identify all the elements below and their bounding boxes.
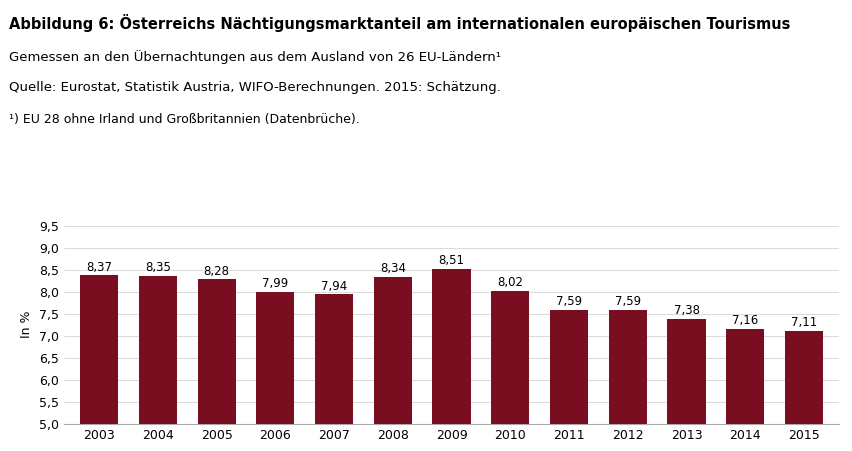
- Text: 8,35: 8,35: [145, 262, 170, 275]
- Text: 8,37: 8,37: [86, 261, 112, 274]
- Text: Quelle: Eurostat, Statistik Austria, WIFO-Berechnungen. 2015: Schätzung.: Quelle: Eurostat, Statistik Austria, WIF…: [9, 81, 500, 94]
- Text: 7,59: 7,59: [556, 295, 582, 308]
- Bar: [315, 295, 354, 451]
- Bar: [726, 329, 764, 451]
- Y-axis label: In %: In %: [20, 311, 33, 338]
- Bar: [198, 279, 236, 451]
- Text: Abbildung 6: Österreichs Nächtigungsmarktanteil am internationalen europäischen : Abbildung 6: Österreichs Nächtigungsmark…: [9, 14, 790, 32]
- Bar: [785, 331, 823, 451]
- Text: 7,38: 7,38: [673, 304, 699, 317]
- Bar: [492, 291, 529, 451]
- Bar: [433, 269, 470, 451]
- Text: 8,28: 8,28: [204, 265, 230, 277]
- Text: 7,16: 7,16: [732, 314, 758, 327]
- Bar: [256, 292, 295, 451]
- Text: 7,99: 7,99: [262, 277, 289, 290]
- Text: 7,11: 7,11: [791, 316, 817, 329]
- Bar: [667, 319, 705, 451]
- Text: Gemessen an den Übernachtungen aus dem Ausland von 26 EU-Ländern¹: Gemessen an den Übernachtungen aus dem A…: [9, 50, 500, 64]
- Text: 7,94: 7,94: [321, 280, 348, 293]
- Text: ¹) EU 28 ohne Irland und Großbritannien (Datenbrüche).: ¹) EU 28 ohne Irland und Großbritannien …: [9, 113, 360, 126]
- Text: 8,34: 8,34: [380, 262, 406, 275]
- Bar: [139, 276, 177, 451]
- Text: 8,02: 8,02: [498, 276, 523, 289]
- Bar: [80, 275, 118, 451]
- Bar: [550, 310, 588, 451]
- Bar: [608, 310, 647, 451]
- Bar: [374, 276, 412, 451]
- Text: 7,59: 7,59: [614, 295, 641, 308]
- Text: 8,51: 8,51: [439, 254, 464, 267]
